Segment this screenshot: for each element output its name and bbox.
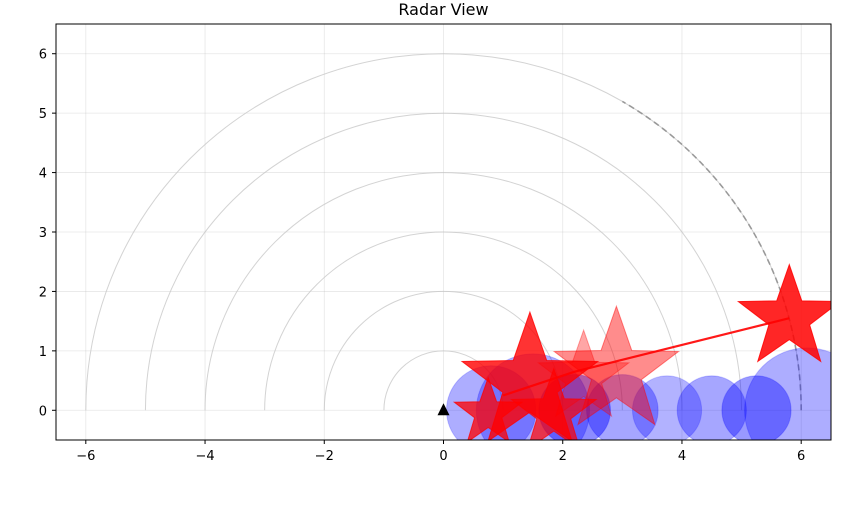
range-ring [144, 112, 743, 411]
x-tick-label: 0 [439, 449, 447, 464]
range-ring [204, 172, 683, 411]
range-ring [264, 231, 623, 411]
y-axis: 0 1 2 3 4 5 6 [39, 48, 56, 419]
track-line [502, 317, 790, 397]
x-axis: −6 −4 −2 0 2 4 6 [76, 440, 805, 464]
range-ring [323, 290, 564, 411]
red-star [736, 263, 831, 363]
origin-marker [437, 403, 450, 416]
x-tick-label: −2 [315, 449, 334, 464]
red-star [509, 367, 598, 440]
max-range-arc [621, 100, 802, 411]
y-tick-label: 5 [39, 107, 47, 122]
y-tick-label: 4 [39, 167, 47, 182]
blue-circle [631, 375, 703, 440]
y-tick-label: 6 [39, 48, 47, 63]
range-rings [85, 53, 802, 411]
x-tick-label: −4 [195, 449, 214, 464]
blue-circle [676, 375, 747, 440]
origin-triangle [437, 403, 450, 416]
x-tick-label: 2 [559, 449, 567, 464]
blue-circle [586, 374, 659, 440]
x-tick-label: −6 [76, 449, 95, 464]
red-star [536, 328, 631, 418]
chart-title: Radar View [398, 0, 488, 19]
y-tick-label: 2 [39, 285, 47, 300]
x-tick-label: 6 [797, 449, 805, 464]
red-star [552, 304, 681, 426]
y-tick-label: 3 [39, 226, 47, 241]
range-ring [85, 53, 802, 411]
blue-circle [721, 375, 792, 440]
red-stars [452, 263, 831, 440]
track-polyline [502, 317, 790, 397]
x-tick-label: 4 [678, 449, 686, 464]
y-tick-label: 0 [39, 404, 47, 419]
y-tick-label: 1 [39, 345, 47, 360]
